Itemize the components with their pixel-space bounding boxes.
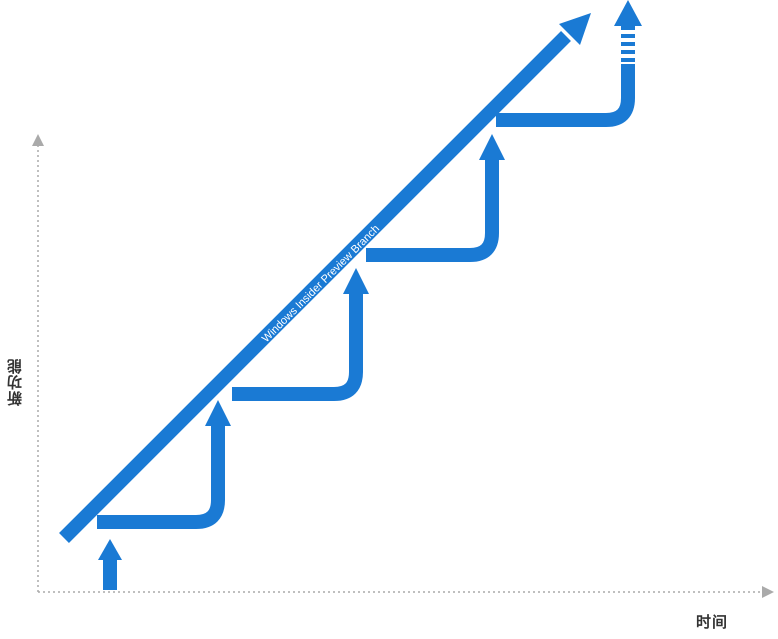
continuation-bar: [621, 26, 635, 30]
main-branch-arrowhead: [559, 13, 591, 45]
release-step-3: [366, 158, 499, 262]
step-3-arrowhead: [479, 134, 505, 160]
continuation-bar: [621, 50, 635, 54]
continuation-bar: [621, 34, 635, 38]
release-step-2: [232, 292, 363, 401]
y-axis-label: 新功能: [6, 358, 24, 406]
release-step-4: [496, 64, 635, 127]
continuation-bar: [621, 42, 635, 46]
step-1-arrowhead: [205, 400, 231, 426]
initial-stem-arrowhead: [98, 539, 122, 560]
main-branch-line: [59, 31, 571, 543]
x-axis-label: 时间: [696, 613, 729, 631]
continuation-bar: [621, 58, 635, 62]
step-2-arrowhead: [343, 268, 369, 294]
release-step-1: [97, 424, 225, 529]
step-4-arrowhead: [614, 0, 642, 26]
